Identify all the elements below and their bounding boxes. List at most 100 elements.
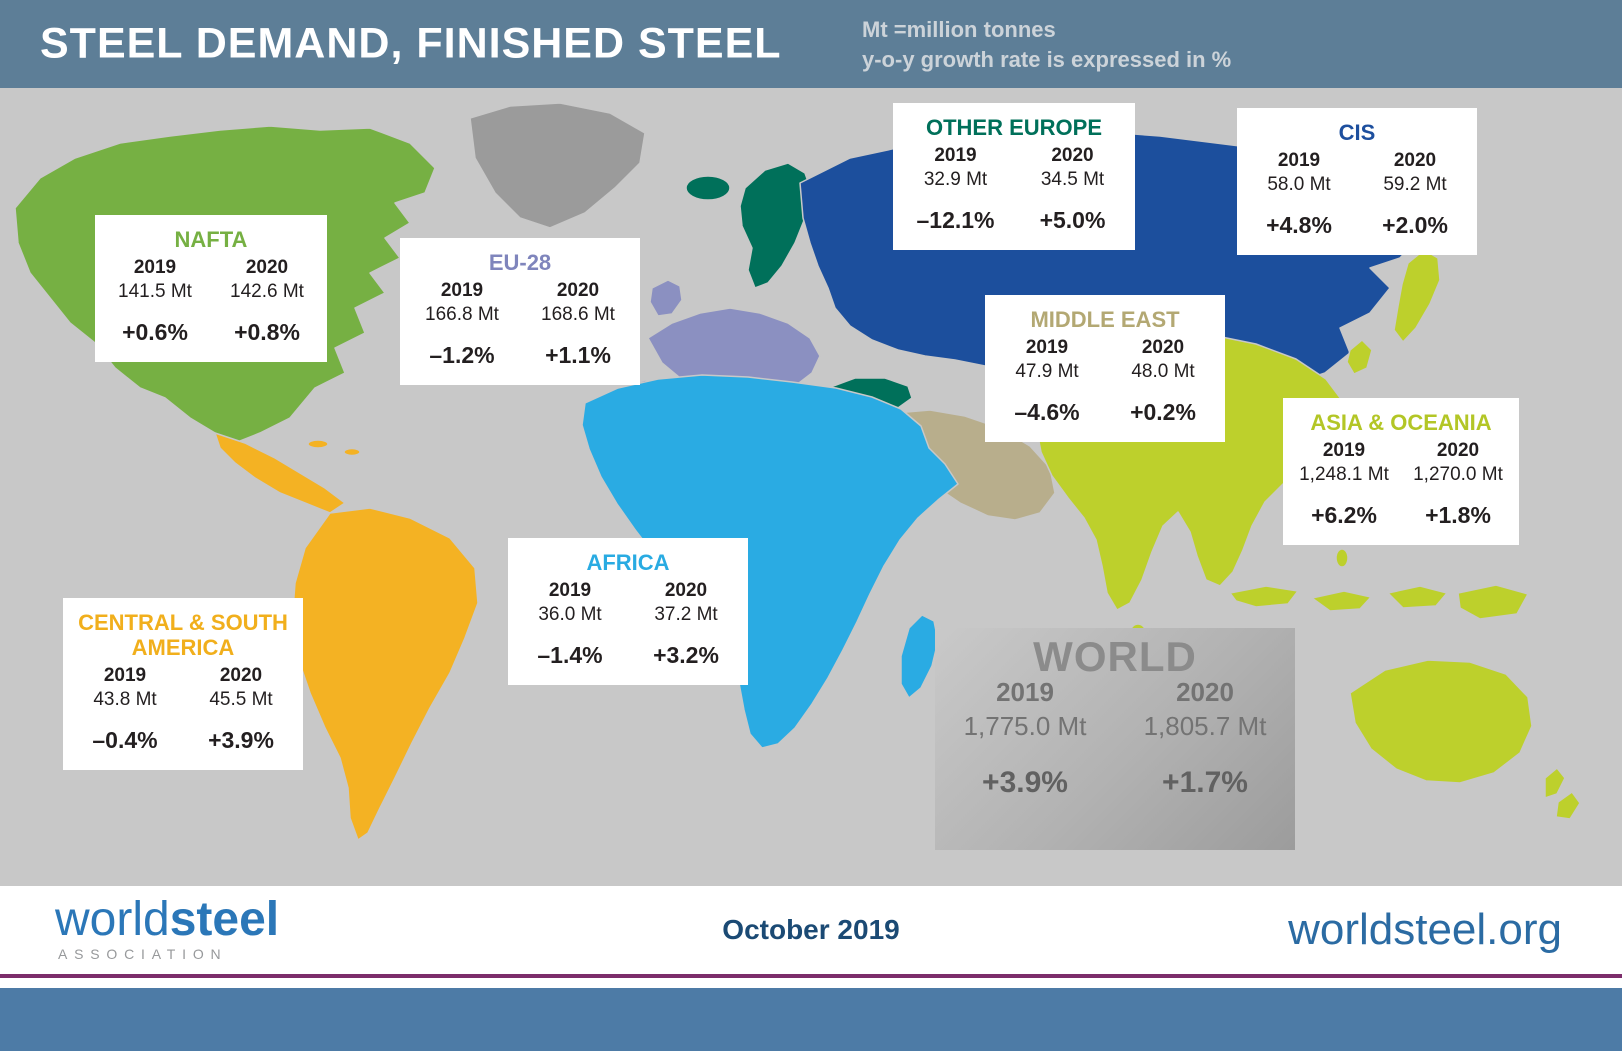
worldsteel-logo-text: worldsteel: [55, 895, 279, 945]
year-label: 2020: [219, 665, 263, 686]
region-col-2020: 2020 142.6 Mt +0.8%: [211, 257, 323, 346]
year-label: 2019: [1025, 337, 1069, 358]
world-stats: 2019 1,775.0 Mt +3.9% 2020 1,805.7 Mt +1…: [935, 677, 1295, 800]
region-col-2019: 2019 43.8 Mt –0.4%: [67, 665, 183, 754]
region-title: MIDDLE EAST: [1030, 307, 1180, 332]
world-box: WORLD 2019 1,775.0 Mt +3.9% 2020 1,805.7…: [935, 628, 1295, 850]
demand-value: 43.8 Mt: [93, 689, 157, 710]
map-region-scandinavia-shape: [739, 162, 813, 289]
demand-value: 48.0 Mt: [1131, 361, 1195, 382]
region-box-other-europe: OTHER EUROPE 2019 32.9 Mt –12.1% 2020 34…: [893, 103, 1135, 250]
legend-line-2: y-o-y growth rate is expressed in %: [862, 47, 1232, 72]
map-new-zealand-shape: [1544, 767, 1566, 799]
map-region-korea-shape: [1346, 339, 1373, 375]
demand-value: 1,248.1 Mt: [1299, 464, 1389, 485]
world-map-area: NAFTA 2019 141.5 Mt +0.6% 2020 142.6 Mt …: [0, 88, 1622, 886]
map-region-japan-shape: [1393, 249, 1441, 343]
growth-value: +6.2%: [1311, 502, 1377, 528]
growth-value: +3.2%: [653, 642, 719, 668]
map-indonesia-shape: [1387, 585, 1448, 609]
map-caribbean-island: [343, 447, 361, 457]
region-col-2019: 2019 1,248.1 Mt +6.2%: [1287, 440, 1401, 529]
region-stats: 2019 58.0 Mt +4.8% 2020 59.2 Mt +2.0%: [1241, 150, 1473, 239]
demand-value: 141.5 Mt: [118, 281, 192, 302]
region-stats: 2019 141.5 Mt +0.6% 2020 142.6 Mt +0.8%: [99, 257, 323, 346]
map-region-south-america-shape: [291, 507, 479, 841]
map-region-greenland-shape: [469, 102, 646, 229]
logo-steel-text: steel: [169, 893, 280, 946]
region-title: OTHER EUROPE: [925, 115, 1103, 140]
demand-value: 142.6 Mt: [230, 281, 304, 302]
region-stats: 2019 47.9 Mt –4.6% 2020 48.0 Mt +0.2%: [989, 337, 1221, 426]
year-label: 2020: [1141, 337, 1185, 358]
growth-value: +2.0%: [1382, 212, 1448, 238]
header-bar: STEEL DEMAND, FINISHED STEEL Mt =million…: [0, 0, 1622, 88]
year-label: 2019: [103, 665, 147, 686]
demand-value: 36.0 Mt: [538, 604, 602, 625]
units-legend: Mt =million tonnes y-o-y growth rate is …: [862, 15, 1231, 75]
region-box-nafta: NAFTA 2019 141.5 Mt +0.6% 2020 142.6 Mt …: [95, 215, 327, 362]
publication-date: October 2019: [722, 914, 900, 945]
year-label: 2019: [548, 580, 592, 601]
growth-value: +0.8%: [234, 319, 300, 345]
year-label: 2020: [1393, 150, 1437, 171]
region-col-2019: 2019 36.0 Mt –1.4%: [512, 580, 628, 669]
page-title: STEEL DEMAND, FINISHED STEEL: [40, 19, 782, 68]
demand-value: 1,270.0 Mt: [1413, 464, 1503, 485]
map-new-zealand-shape: [1555, 791, 1581, 820]
legend-line-1: Mt =million tonnes: [862, 17, 1056, 42]
year-label: 2020: [664, 580, 708, 601]
region-stats: 2019 43.8 Mt –0.4% 2020 45.5 Mt +3.9%: [67, 665, 299, 754]
growth-value: +1.1%: [545, 342, 611, 368]
world-title: WORLD: [1033, 633, 1197, 680]
year-label: 2020: [1176, 677, 1234, 707]
region-box-central-south-america: CENTRAL & SOUTH AMERICA 2019 43.8 Mt –0.…: [63, 598, 303, 770]
region-title: ASIA & OCEANIA: [1310, 410, 1492, 435]
region-title: CENTRAL & SOUTH AMERICA: [78, 610, 288, 660]
region-col-2020: 2020 168.6 Mt +1.1%: [520, 280, 636, 369]
growth-value: –12.1%: [916, 207, 995, 233]
growth-value: –0.4%: [92, 727, 158, 753]
region-col-2019: 2019 47.9 Mt –4.6%: [989, 337, 1105, 426]
region-stats: 2019 32.9 Mt –12.1% 2020 34.5 Mt +5.0%: [897, 145, 1131, 234]
region-col-2019: 2019 58.0 Mt +4.8%: [1241, 150, 1357, 239]
map-region-australia-shape: [1349, 659, 1533, 784]
growth-value: +0.6%: [122, 319, 188, 345]
region-title: EU-28: [488, 250, 552, 275]
demand-value: 1,805.7 Mt: [1143, 711, 1267, 741]
demand-value: 45.5 Mt: [209, 689, 273, 710]
footer-bar: worldsteel ASSOCIATION October 2019 worl…: [0, 886, 1622, 974]
year-label: 2020: [1051, 145, 1094, 166]
region-col-2019: 2019 32.9 Mt –12.1%: [897, 145, 1014, 234]
map-region-uk-shape: [649, 279, 683, 317]
region-box-cis: CIS 2019 58.0 Mt +4.8% 2020 59.2 Mt +2.0…: [1237, 108, 1477, 255]
growth-value: +1.7%: [1162, 766, 1248, 799]
map-philippines-island: [1335, 548, 1349, 568]
region-title: CIS: [1338, 120, 1376, 145]
region-box-eu28: EU-28 2019 166.8 Mt –1.2% 2020 168.6 Mt …: [400, 238, 640, 385]
year-label: 2019: [440, 280, 484, 301]
demand-value: 37.2 Mt: [654, 604, 718, 625]
world-col-2020: 2020 1,805.7 Mt +1.7%: [1115, 677, 1295, 800]
growth-value: –4.6%: [1014, 399, 1080, 425]
map-indonesia-shape: [1229, 585, 1299, 608]
year-label: 2020: [245, 257, 289, 278]
demand-value: 32.9 Mt: [923, 169, 988, 190]
growth-value: +4.8%: [1266, 212, 1332, 238]
region-title: AFRICA: [586, 550, 670, 575]
year-label: 2019: [996, 677, 1054, 707]
region-col-2019: 2019 141.5 Mt +0.6%: [99, 257, 211, 346]
region-title: NAFTA: [174, 227, 248, 252]
region-col-2020: 2020 1,270.0 Mt +1.8%: [1401, 440, 1515, 529]
year-label: 2019: [934, 145, 977, 166]
year-label: 2019: [133, 257, 177, 278]
world-col-2019: 2019 1,775.0 Mt +3.9%: [935, 677, 1115, 800]
demand-value: 166.8 Mt: [425, 304, 499, 325]
white-gap: [0, 978, 1622, 988]
region-stats: 2019 166.8 Mt –1.2% 2020 168.6 Mt +1.1%: [404, 280, 636, 369]
year-label: 2019: [1277, 150, 1321, 171]
growth-value: +3.9%: [208, 727, 274, 753]
demand-value: 168.6 Mt: [541, 304, 615, 325]
growth-value: –1.2%: [429, 342, 495, 368]
